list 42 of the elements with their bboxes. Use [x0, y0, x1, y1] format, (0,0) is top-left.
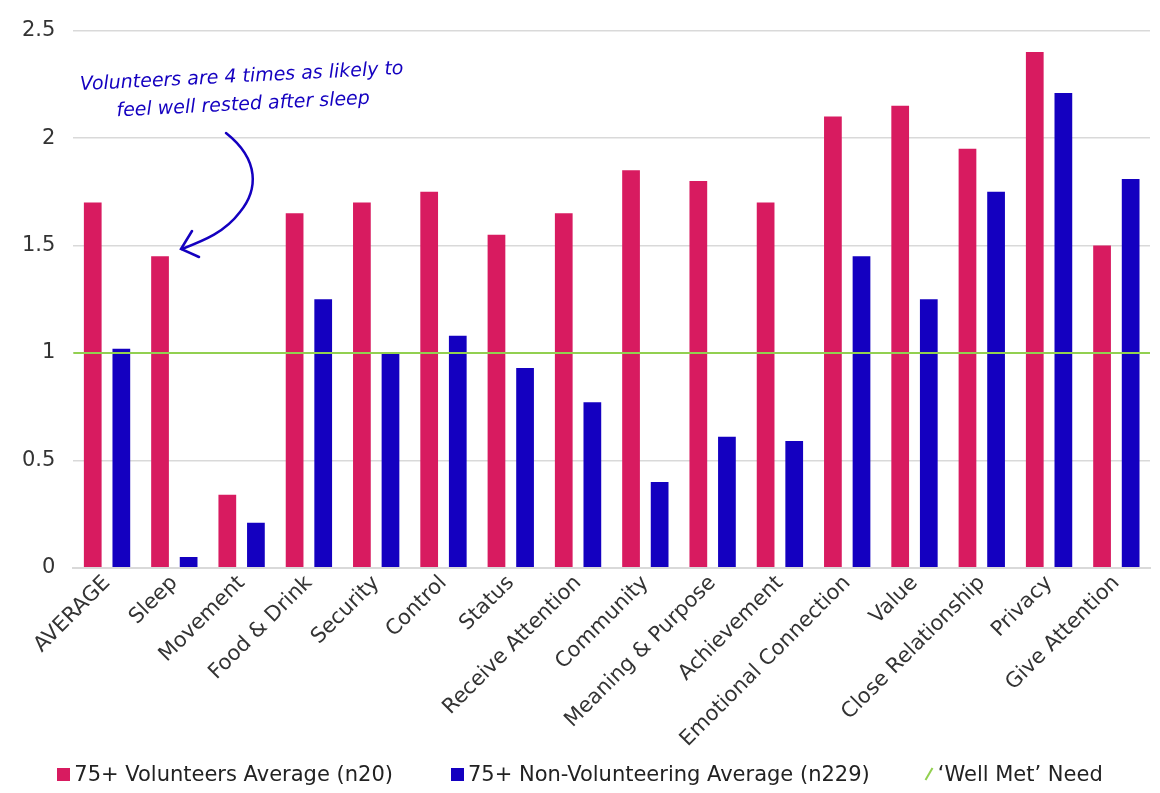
y-tick-label: 2.5 — [21, 17, 56, 42]
y-tick-label: 0.5 — [21, 446, 56, 471]
bar — [285, 213, 304, 568]
y-tick-label: 0 — [42, 554, 56, 579]
bar — [487, 234, 506, 568]
bar — [1093, 245, 1111, 568]
bar — [852, 256, 871, 568]
bar — [756, 202, 775, 568]
bar — [919, 299, 938, 568]
bar — [247, 522, 265, 568]
bar — [381, 352, 400, 568]
bar — [622, 170, 640, 568]
bar — [448, 335, 467, 568]
bar — [958, 148, 977, 568]
bar — [785, 441, 804, 568]
bar — [353, 202, 371, 568]
bar — [718, 436, 736, 568]
bar — [83, 202, 102, 568]
annotation: Volunteers are 4 times as likely to feel well rested after sleep — [79, 55, 404, 121]
bar — [583, 402, 602, 568]
bar — [314, 299, 333, 568]
bar — [689, 181, 708, 568]
bar — [420, 191, 439, 568]
bar — [1025, 52, 1044, 568]
bar — [891, 105, 910, 568]
bar — [554, 213, 573, 568]
y-tick-label: 2 — [42, 124, 56, 149]
bar — [151, 256, 169, 568]
bar — [987, 191, 1005, 568]
legend-label: 75+ Volunteers Average (n20) — [74, 762, 393, 786]
bar — [1054, 92, 1073, 568]
y-tick-label: 1.5 — [21, 231, 56, 256]
bar — [1121, 178, 1140, 568]
bar — [179, 557, 198, 568]
legend-label: ‘Well Met’ Need — [937, 762, 1103, 786]
bar — [824, 116, 842, 568]
y-tick-label: 1 — [42, 339, 56, 364]
bar — [112, 348, 131, 568]
bar — [516, 367, 534, 568]
legend-label: 75+ Non-Volunteering Average (n229) — [467, 762, 870, 786]
bar — [650, 481, 669, 568]
bar — [218, 494, 237, 568]
